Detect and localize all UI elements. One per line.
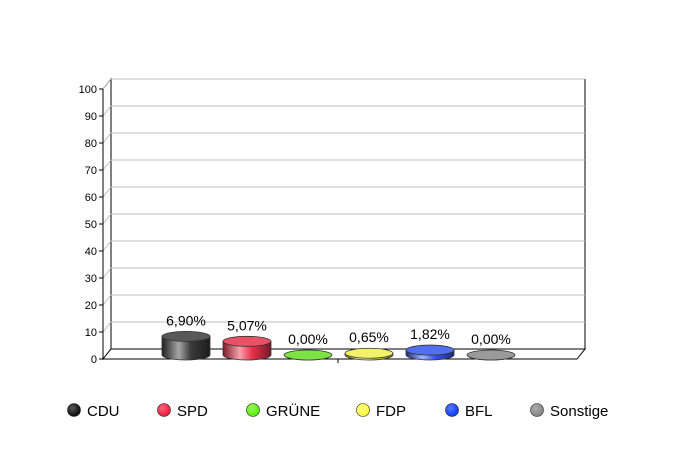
bar-top <box>222 335 272 347</box>
legend-item-bfl: BFL <box>445 403 493 420</box>
bar-grüne <box>283 349 333 361</box>
legend-item-sonstige: Sonstige <box>530 403 608 420</box>
grid-line-diagonal <box>102 132 112 144</box>
y-tick-label: 0 <box>91 354 97 366</box>
grid-line-diagonal <box>102 321 112 333</box>
bar-bfl <box>405 344 455 361</box>
bar-top <box>161 330 211 342</box>
grid-line-diagonal <box>102 159 112 171</box>
data-label-grüne: 0,00% <box>288 331 328 347</box>
grid-line-diagonal <box>102 78 112 90</box>
bar-top <box>283 349 333 361</box>
legend-item-spd: SPD <box>157 403 208 420</box>
legend-marker <box>157 403 171 417</box>
y-tick-label: 50 <box>85 219 97 231</box>
grid-line-diagonal <box>102 213 112 225</box>
bar-top <box>344 347 394 359</box>
legend: CDU SPD GRÜNE FDP BFL Sonstige <box>67 402 608 420</box>
y-tick-label: 90 <box>85 111 97 123</box>
grid-line-diagonal <box>102 240 112 252</box>
bar-top <box>405 344 455 356</box>
grid-lines <box>102 78 585 333</box>
y-tick-label: 40 <box>85 246 97 258</box>
legend-item-grüne: GRÜNE <box>246 402 320 420</box>
y-tick-label: 70 <box>85 165 97 177</box>
legend-marker <box>246 403 260 417</box>
bar-fdp <box>344 347 394 361</box>
y-tick-label: 60 <box>85 192 97 204</box>
bar-spd <box>222 335 272 361</box>
grid-line-diagonal <box>102 294 112 306</box>
bar-body <box>161 335 211 361</box>
legend-marker <box>67 403 81 417</box>
data-labels: 6,90% 5,07% 0,00% 0,65% 1,82% 0,00% <box>166 312 511 347</box>
y-tick-label: 100 <box>79 84 97 96</box>
data-label-cdu: 6,90% <box>166 312 206 328</box>
bars <box>161 330 516 361</box>
legend-label: SPD <box>177 403 208 420</box>
y-tick-label: 30 <box>85 273 97 285</box>
y-tick-label: 10 <box>85 327 97 339</box>
y-tick-label: 80 <box>85 138 97 150</box>
grid-line-diagonal <box>102 186 112 198</box>
legend-label: Sonstige <box>550 403 608 420</box>
y-axis: 0 10 20 30 40 50 60 70 80 90 100 <box>79 84 339 366</box>
grid-line-diagonal <box>102 267 112 279</box>
y-tick-label: 20 <box>85 300 97 312</box>
data-label-bfl: 1,82% <box>410 326 450 342</box>
legend-label: GRÜNE <box>266 402 320 420</box>
bar-top <box>466 349 516 361</box>
legend-item-cdu: CDU <box>67 403 120 420</box>
grid-line-diagonal <box>102 105 112 117</box>
legend-label: FDP <box>376 403 406 420</box>
bar-cdu <box>161 330 211 361</box>
data-label-sonstige: 0,00% <box>471 331 511 347</box>
legend-item-fdp: FDP <box>356 403 406 420</box>
data-label-spd: 5,07% <box>227 317 267 333</box>
legend-label: BFL <box>465 403 493 420</box>
legend-label: CDU <box>87 403 120 420</box>
bar-sonstige <box>466 349 516 361</box>
legend-marker <box>445 403 459 417</box>
data-label-fdp: 0,65% <box>349 329 389 345</box>
legend-marker <box>530 403 544 417</box>
legend-marker <box>356 403 370 417</box>
